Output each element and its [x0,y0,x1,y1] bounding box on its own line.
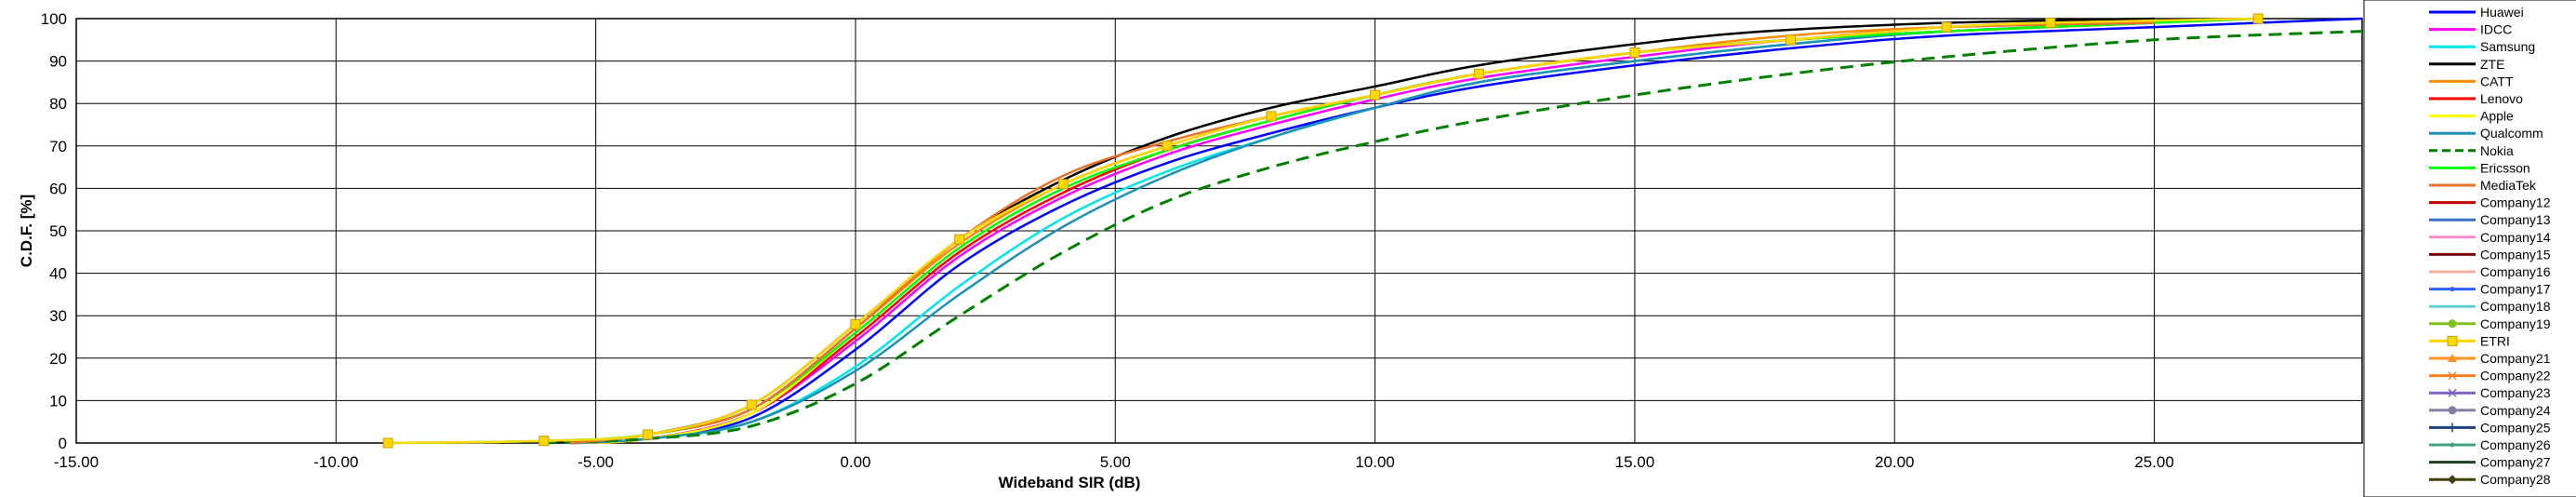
series-line-lenovo [569,21,2155,445]
x-tick-label: -10.00 [313,453,358,471]
x-tick-label: 0.00 [840,453,870,471]
legend-label-qualcomm: Qualcomm [2480,126,2543,141]
legend-label-company23: Company23 [2480,385,2551,400]
x-tick-label: -5.00 [578,453,614,471]
x-tick-label: 5.00 [1100,453,1131,471]
series-line-mediatek [569,21,2155,445]
series-line-etri [388,17,2259,445]
x-tick-label: 25.00 [2134,453,2174,471]
legend-label-huawei: Huawei [2480,5,2524,20]
legend-label-zte: ZTE [2480,57,2504,72]
y-tick-label: 70 [49,138,67,155]
data-point-etri [1370,89,1381,101]
data-point-etri [1629,47,1640,58]
data-point-etri [2045,18,2056,29]
data-point-etri [1941,21,1952,33]
legend: Huawei IDCC Samsung ZTE CATT Lenovo Apple Qualc… [2363,0,2576,497]
legend-marker-company22 [2448,371,2457,381]
legend-label-mediatek: MediaTek [2480,178,2537,193]
x-tick-label: 10.00 [1355,453,1395,471]
y-tick-label: 60 [49,180,67,197]
y-tick-label: 90 [49,53,67,71]
series-line-catt [569,21,2155,445]
legend-label-company25: Company25 [2480,420,2551,435]
legend-label-company28: Company28 [2480,472,2551,487]
y-tick-label: 80 [49,95,67,113]
legend-marker-company19 [2448,319,2457,329]
legend-label-idcc: IDCC [2480,22,2512,37]
legend-label-company22: Company22 [2480,369,2551,383]
legend-marker-company17 [2450,287,2455,292]
data-point-etri [643,429,653,440]
y-tick-label: 20 [49,350,67,368]
legend-marker-company26 [2450,442,2455,448]
data-point-etri [2252,13,2264,24]
x-tick-label: 15.00 [1615,453,1655,471]
legend-label-company24: Company24 [2480,403,2551,418]
legend-label-company12: Company12 [2480,195,2551,210]
legend-marker-company28 [2448,475,2457,485]
legend-label-company27: Company27 [2480,455,2551,470]
grid-lines [75,18,2362,444]
legend-label-catt: CATT [2480,74,2514,88]
data-point-etri [1786,34,1796,46]
legend-label-apple: Apple [2480,109,2514,124]
data-point-etri [538,436,550,447]
y-axis-tick-labels: 0 10 20 30 40 50 60 70 80 90 100 [41,10,67,452]
legend-label-company15: Company15 [2480,247,2551,262]
x-tick-label: 20.00 [1875,453,1915,471]
legend-label-company26: Company26 [2480,437,2551,452]
legend-label-nokia: Nokia [2480,143,2514,158]
legend-label-samsung: Samsung [2480,39,2535,54]
legend-label-company21: Company21 [2480,351,2551,366]
legend-label-company18: Company18 [2480,299,2551,314]
data-point-etri [850,318,861,329]
series-line-qualcomm [569,21,2155,445]
legend-label-company17: Company17 [2480,282,2551,297]
x-axis-title: Wideband SIR (dB) [999,474,1141,491]
legend-label-company19: Company19 [2480,316,2551,331]
legend-marker-company24 [2448,406,2457,415]
series-lines [382,13,2363,449]
y-tick-label: 10 [49,392,67,410]
legend-marker-company21 [2448,354,2457,362]
y-tick-label: 50 [49,222,67,240]
legend-marker-etri [2447,335,2458,346]
legend-marker-company25 [2448,423,2457,433]
data-point-etri [1162,141,1173,152]
data-point-etri [746,399,757,410]
x-axis-tick-labels: -15.00 -10.00 -5.00 0.00 5.00 10.00 15.00 20.00… [54,453,2174,471]
legend-label-ericsson: Ericsson [2480,160,2530,175]
series-line-idcc [569,21,2155,445]
y-tick-label: 30 [49,307,67,325]
plot-area-border [75,18,2363,444]
series-line-huawei [569,17,2363,445]
legend-label-company16: Company16 [2480,264,2551,279]
series-line-apple [569,21,2155,445]
y-tick-label: 100 [41,10,67,28]
y-tick-label: 40 [49,265,67,283]
x-tick-label: -15.00 [54,453,99,471]
legend-label-company14: Company14 [2480,230,2551,245]
data-point-etri [1266,111,1277,122]
legend-marker-company23 [2448,388,2457,397]
y-tick-label: 0 [59,435,67,452]
data-point-etri [954,234,965,245]
series-line-samsung [569,21,2155,445]
legend-border [2363,0,2576,497]
legend-label-lenovo: Lenovo [2480,91,2523,106]
series-line-nokia [543,30,2363,445]
data-point-etri [1057,179,1069,190]
data-point-etri [382,437,393,449]
legend-label-company13: Company13 [2480,212,2551,227]
y-axis-title: C.D.F. [%] [18,195,35,267]
legend-label-etri: ETRI [2480,333,2510,348]
data-point-etri [1473,68,1484,79]
